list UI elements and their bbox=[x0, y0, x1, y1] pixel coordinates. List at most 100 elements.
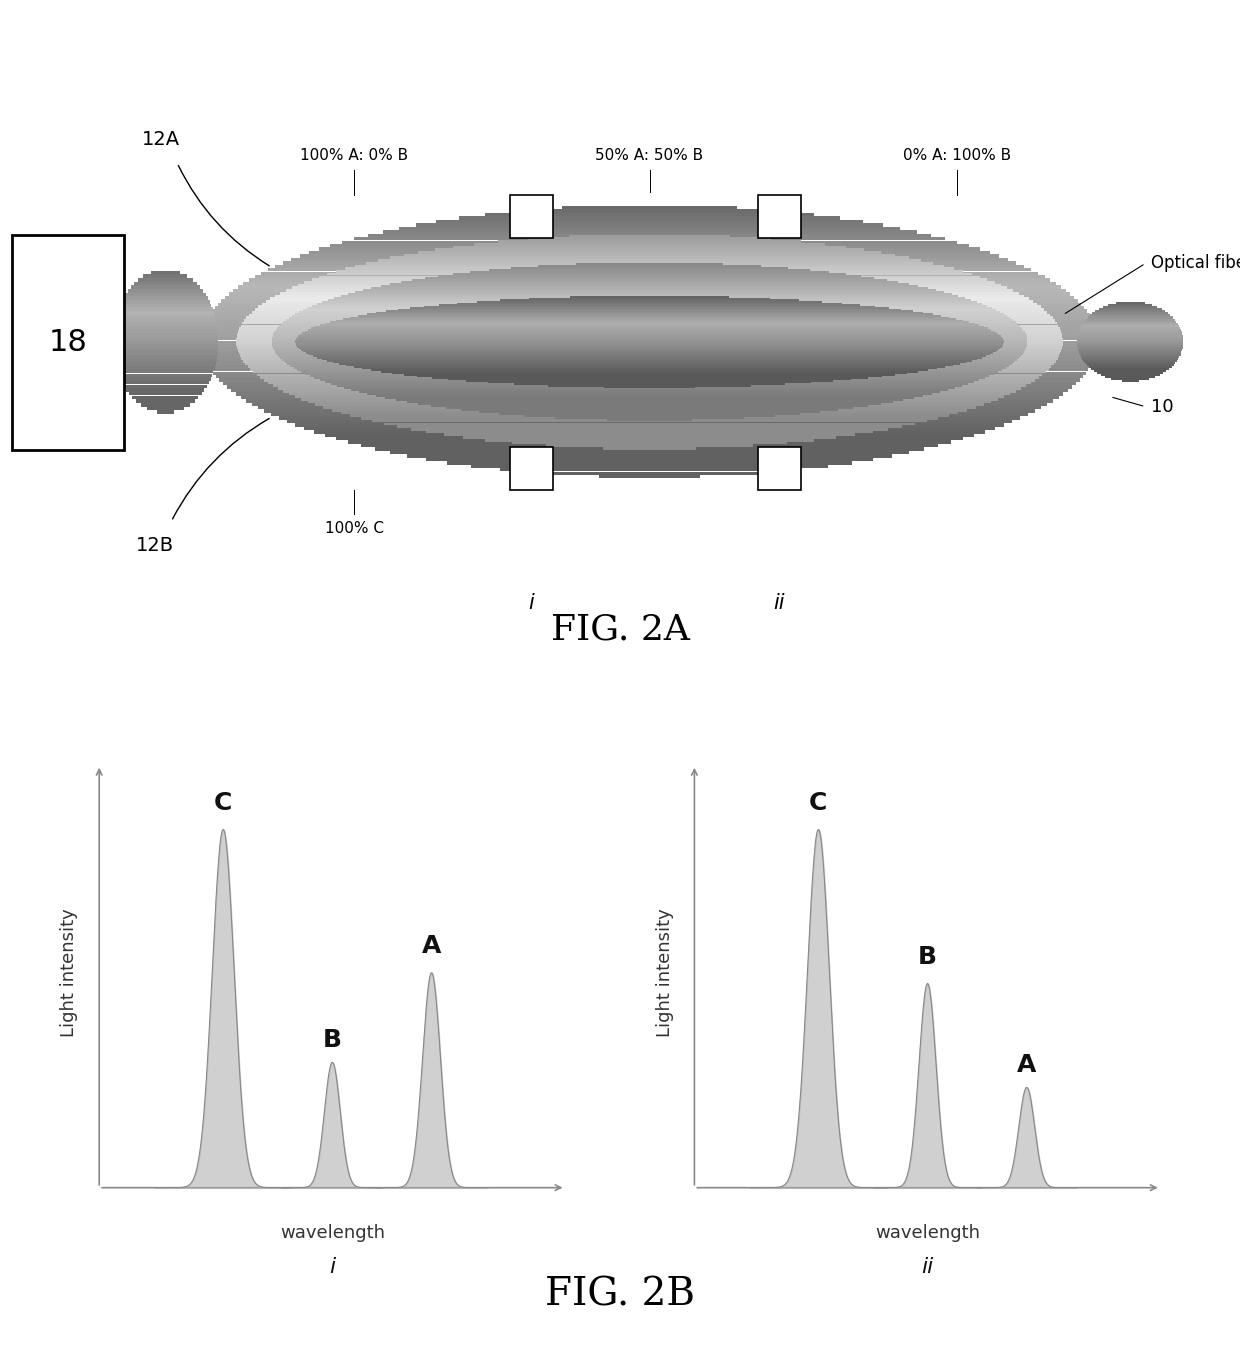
Bar bbox=[303, 310, 996, 311]
Bar bbox=[12, 234, 124, 449]
Bar bbox=[125, 293, 206, 296]
Bar bbox=[241, 325, 1059, 327]
Bar bbox=[202, 330, 1097, 333]
Text: 18: 18 bbox=[48, 327, 87, 356]
Bar bbox=[208, 364, 1091, 369]
Bar bbox=[252, 311, 1048, 314]
Bar bbox=[325, 433, 975, 437]
Text: 10: 10 bbox=[1152, 397, 1174, 415]
Bar bbox=[324, 406, 976, 408]
Bar bbox=[470, 271, 830, 273]
Bar bbox=[1085, 362, 1176, 364]
Bar bbox=[337, 385, 962, 388]
Bar bbox=[201, 337, 1099, 341]
Bar bbox=[511, 267, 789, 270]
Bar bbox=[341, 411, 959, 414]
Bar bbox=[512, 441, 787, 444]
Bar bbox=[325, 323, 975, 325]
Bar bbox=[295, 314, 1004, 315]
Bar bbox=[1111, 378, 1148, 381]
Bar bbox=[386, 397, 914, 399]
Bar bbox=[138, 278, 192, 281]
Bar bbox=[294, 367, 1006, 369]
Bar bbox=[1087, 316, 1173, 318]
Bar bbox=[275, 329, 1023, 332]
Bar bbox=[248, 278, 1050, 282]
Bar bbox=[272, 341, 1028, 342]
Text: Optical fiber: Optical fiber bbox=[1152, 255, 1240, 273]
Bar bbox=[247, 316, 1053, 319]
Bar bbox=[128, 289, 203, 293]
Bar bbox=[453, 245, 846, 248]
Bar bbox=[223, 382, 1076, 385]
Bar bbox=[242, 322, 1056, 325]
Bar bbox=[311, 278, 987, 281]
Bar bbox=[322, 359, 977, 360]
Bar bbox=[485, 438, 813, 441]
Bar bbox=[202, 351, 1096, 355]
Bar bbox=[273, 347, 1027, 349]
Bar bbox=[407, 401, 893, 403]
Text: 100% C: 100% C bbox=[325, 522, 384, 537]
Bar bbox=[418, 403, 880, 406]
Bar bbox=[1102, 307, 1157, 308]
Bar bbox=[117, 311, 215, 315]
Bar bbox=[274, 349, 1025, 351]
Bar bbox=[129, 392, 202, 396]
Bar bbox=[392, 373, 908, 374]
Bar bbox=[1101, 374, 1159, 377]
Bar bbox=[363, 289, 936, 292]
Bar bbox=[758, 447, 801, 490]
Bar bbox=[366, 262, 932, 264]
Bar bbox=[310, 353, 990, 355]
Bar bbox=[604, 447, 696, 449]
Bar bbox=[529, 297, 770, 300]
Bar bbox=[500, 469, 799, 471]
Bar bbox=[510, 195, 553, 237]
Bar bbox=[401, 281, 898, 284]
Bar bbox=[1079, 329, 1180, 332]
Bar bbox=[1079, 349, 1182, 352]
Bar bbox=[157, 410, 174, 414]
Bar bbox=[301, 349, 998, 351]
Bar bbox=[1083, 323, 1178, 325]
Bar bbox=[275, 295, 1024, 297]
Bar bbox=[1079, 332, 1182, 333]
Bar bbox=[331, 408, 967, 411]
Bar bbox=[206, 319, 1094, 323]
Bar bbox=[358, 390, 940, 393]
Bar bbox=[207, 316, 1091, 319]
Bar bbox=[260, 271, 1038, 275]
Bar bbox=[117, 366, 215, 370]
Bar bbox=[295, 342, 1003, 344]
Bar bbox=[272, 344, 1027, 345]
Bar bbox=[1094, 370, 1167, 373]
Bar bbox=[296, 338, 1003, 340]
Bar bbox=[279, 416, 1021, 419]
Bar bbox=[382, 230, 916, 233]
Bar bbox=[215, 306, 1085, 310]
Bar bbox=[296, 344, 1003, 347]
Bar bbox=[280, 358, 1019, 359]
Bar bbox=[112, 340, 218, 344]
Text: i: i bbox=[528, 593, 534, 614]
Bar bbox=[562, 206, 737, 210]
Text: Light intensity: Light intensity bbox=[656, 908, 673, 1037]
Bar bbox=[548, 385, 751, 386]
Bar bbox=[312, 306, 987, 307]
Text: 12A: 12A bbox=[141, 130, 180, 148]
Bar bbox=[119, 374, 212, 377]
Text: 50% A: 50% B: 50% A: 50% B bbox=[595, 148, 703, 163]
Bar bbox=[250, 369, 1049, 371]
Bar bbox=[374, 448, 924, 451]
Bar bbox=[358, 315, 941, 316]
Bar bbox=[513, 384, 785, 385]
Bar bbox=[361, 416, 939, 419]
Bar bbox=[231, 389, 1068, 392]
Bar bbox=[290, 366, 1009, 367]
Bar bbox=[303, 332, 997, 334]
Bar bbox=[1105, 377, 1154, 378]
Text: A: A bbox=[1017, 1052, 1037, 1077]
Bar bbox=[355, 292, 944, 293]
Bar bbox=[296, 337, 1002, 338]
